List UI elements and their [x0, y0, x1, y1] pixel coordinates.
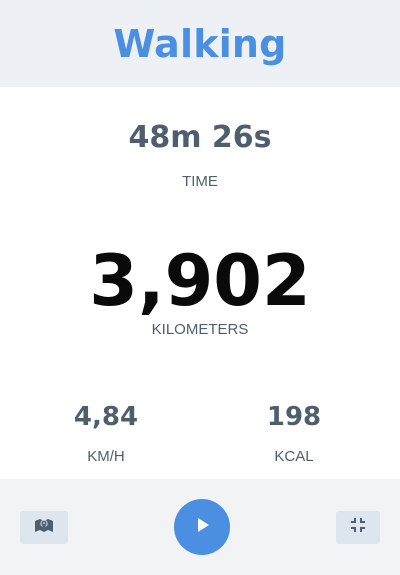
minimize-icon — [350, 517, 366, 538]
speed-stat: 4,84 KM/H — [6, 402, 206, 465]
calories-value: 198 — [266, 402, 322, 432]
calories-label: KCAL — [274, 448, 314, 465]
speed-label: KM/H — [87, 448, 125, 465]
control-bar — [0, 479, 400, 575]
distance-label: KILOMETERS — [151, 321, 249, 338]
distance-value: 3,902 — [89, 240, 311, 322]
app-title: Walking — [113, 21, 287, 66]
play-button[interactable] — [174, 499, 230, 555]
time-value: 48m 26s — [128, 120, 272, 155]
minimize-button[interactable] — [336, 511, 380, 544]
map-marker-icon — [34, 516, 54, 539]
time-label: TIME — [182, 173, 218, 190]
play-icon — [193, 516, 211, 539]
speed-value: 4,84 — [73, 402, 139, 432]
calories-stat: 198 KCAL — [194, 402, 394, 465]
map-button[interactable] — [20, 511, 68, 544]
header: Walking — [0, 0, 400, 87]
